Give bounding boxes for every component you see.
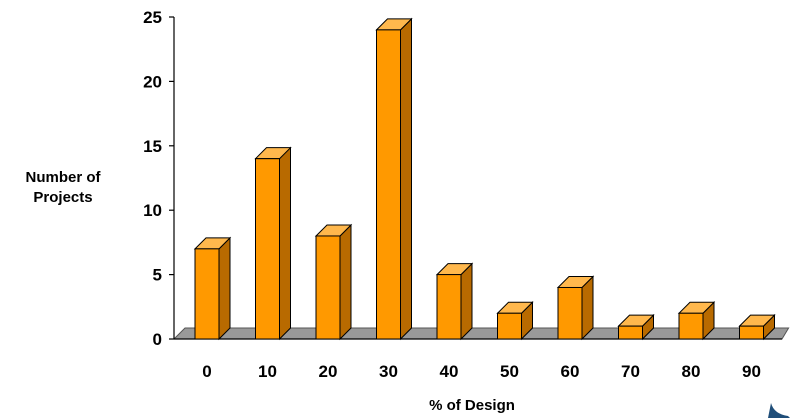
x-tick-label: 80: [682, 362, 701, 381]
bar-front: [315, 235, 341, 340]
x-tick-label: 20: [319, 362, 338, 381]
logo-fragment-icon: [768, 403, 790, 418]
bar-front: [436, 274, 462, 340]
y-axis-label-line-1: Number of: [26, 169, 102, 186]
y-tick-label: 0: [153, 330, 162, 349]
x-tick-label: 60: [561, 362, 580, 381]
x-tick-label: 10: [258, 362, 277, 381]
bar: [254, 146, 292, 341]
bar-front: [618, 325, 643, 340]
bar: [496, 301, 534, 341]
bar-front: [678, 312, 704, 340]
y-tick-label: 15: [143, 137, 162, 156]
bar-side: [460, 262, 473, 341]
y-axis-label-line-2: Projects: [33, 189, 92, 206]
x-tick-label: 40: [440, 362, 459, 381]
bar-front: [557, 286, 583, 340]
bar-front: [255, 158, 280, 340]
y-tick-label: 20: [143, 72, 162, 91]
bar-side: [339, 223, 352, 341]
bar: [617, 313, 655, 341]
bar: [193, 236, 232, 341]
x-tick-label: 30: [379, 362, 398, 381]
bar-side: [279, 146, 291, 341]
bar-side: [218, 236, 231, 341]
x-tick-label: 0: [202, 362, 211, 381]
bar-front: [497, 312, 522, 340]
bar: [314, 223, 353, 341]
x-tick-label: 50: [500, 362, 519, 381]
bar: [556, 275, 595, 341]
bar: [375, 17, 413, 341]
bar: [738, 313, 776, 341]
x-axis-label: % of Design: [429, 397, 515, 414]
y-tick-label: 10: [143, 201, 162, 220]
bar-front: [194, 248, 220, 340]
bar-side: [400, 17, 412, 341]
bar: [677, 301, 716, 341]
bar-front: [376, 29, 401, 340]
y-tick-label: 5: [153, 266, 162, 285]
bar: [435, 262, 474, 341]
x-tick-label: 90: [742, 362, 761, 381]
y-tick-label: 25: [143, 8, 162, 27]
bar-front: [739, 325, 764, 340]
x-tick-label: 70: [621, 362, 640, 381]
